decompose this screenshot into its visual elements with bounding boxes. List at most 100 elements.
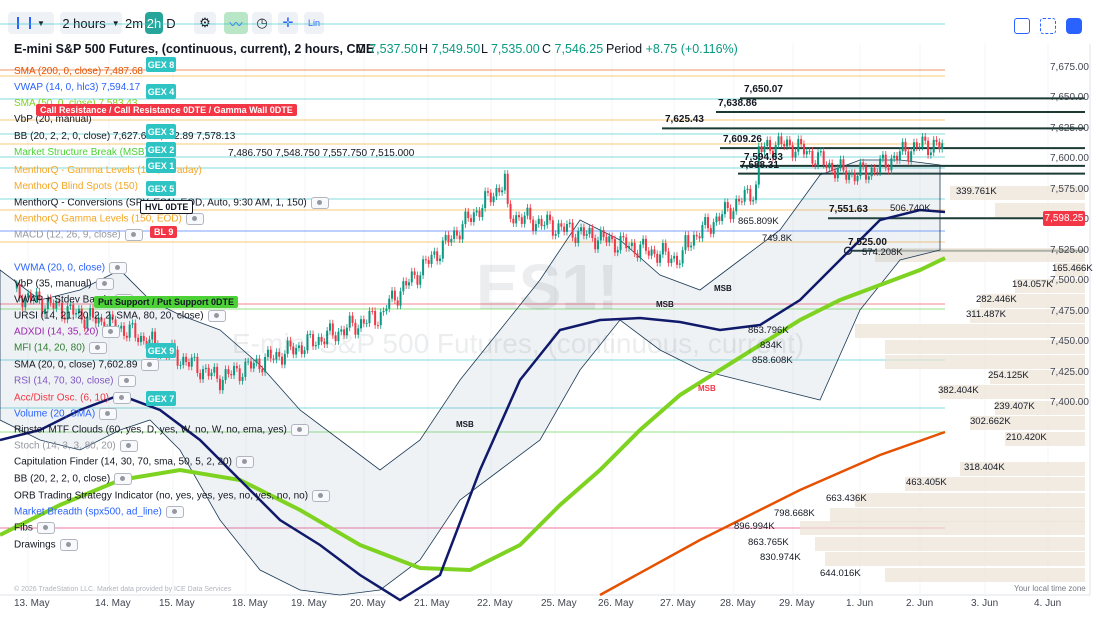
indicator-2[interactable]: SMA (50, 0, close) 7,583.43	[14, 98, 137, 110]
volume-profile-value: 863.765K	[748, 537, 789, 548]
candle-body	[481, 208, 484, 218]
candle-body	[850, 172, 853, 174]
symbol-watermark: ES1!	[476, 251, 619, 323]
msb-label: MSB	[456, 420, 474, 429]
candle-body	[224, 369, 227, 381]
candle-body	[503, 173, 506, 191]
indicator-9[interactable]: MenthorQ Gamma Levels (150, EOD)	[14, 213, 204, 226]
volume-profile-bar	[830, 508, 1085, 522]
calendar-icon[interactable]	[1014, 18, 1030, 34]
indicator-14[interactable]: URSI (14, 21, 20, 2, 2, SMA, 80, 20, clo…	[14, 310, 226, 323]
eye-icon[interactable]	[141, 359, 160, 371]
eye-icon[interactable]	[290, 424, 309, 436]
indicator-20[interactable]: Volume (20, SMA)	[14, 408, 118, 421]
indicator-26[interactable]: Market Breadth (spx500, ad_line)	[14, 506, 184, 519]
indicator-5[interactable]: Market Structure Break (MSB) D	[14, 147, 158, 159]
replay-button[interactable]: ◷	[252, 12, 272, 34]
eye-icon[interactable]	[310, 197, 329, 209]
interval-d-button[interactable]: D	[166, 15, 176, 31]
eye-icon[interactable]	[59, 539, 78, 551]
eye-icon[interactable]	[113, 392, 132, 404]
volume-profile-value: 644.016K	[820, 568, 861, 579]
interval-select[interactable]: 2 hours ▼	[60, 12, 122, 34]
candle-body	[142, 335, 145, 342]
candle-body	[568, 222, 571, 225]
indicator-1[interactable]: VWAP (14, 0, hlc3) 7,594.17	[14, 82, 140, 94]
indicator-27[interactable]: Fibs	[14, 522, 55, 535]
candle-body	[738, 198, 741, 202]
candle-body	[210, 372, 213, 377]
indicator-17[interactable]: SMA (20, 0, close) 7,602.89	[14, 359, 160, 372]
eye-icon[interactable]	[89, 342, 108, 354]
indicator-11[interactable]: VWMA (20, 0, close)	[14, 262, 128, 275]
ohlc-open: O 7,537.50	[356, 42, 418, 56]
fullscreen-icon[interactable]	[1040, 18, 1056, 34]
candle-body	[320, 337, 323, 342]
interval-2m-button[interactable]: 2m	[124, 15, 144, 31]
indicator-22[interactable]: Stoch (14, 3, 3, 80, 20)	[14, 440, 138, 453]
indicator-15[interactable]: ADXDI (14, 35, 20)	[14, 326, 121, 339]
candle-body	[38, 291, 41, 300]
eye-icon[interactable]	[185, 213, 204, 225]
gex-tag: GEX 7	[146, 391, 176, 406]
indicator-28[interactable]: Drawings	[14, 539, 78, 552]
eye-icon[interactable]	[102, 326, 121, 338]
candle-body	[402, 281, 405, 292]
indicator-25[interactable]: ORB Trading Strategy Indicator (no, yes,…	[14, 490, 331, 503]
candle-body	[207, 367, 210, 377]
indicator-0[interactable]: SMA (200, 0, close) 7,487.68	[14, 66, 143, 78]
eye-icon[interactable]	[117, 375, 136, 387]
candle-body	[611, 236, 614, 240]
indicator-6[interactable]: MenthorQ - Gamma Levels (150, intraday)	[14, 165, 202, 177]
indicator-label: SMA (20, 0, close) 7,602.89	[14, 359, 138, 371]
timezone-label[interactable]: Your local time zone	[1014, 584, 1086, 593]
candle-body	[18, 284, 21, 299]
settings-button[interactable]: ⚙	[194, 12, 216, 34]
volume-profile-bar	[885, 355, 1085, 369]
indicator-21[interactable]: Ripster MTF Clouds (60, yes, D, yes, W, …	[14, 424, 309, 437]
eye-icon[interactable]	[312, 490, 331, 502]
indicator-16[interactable]: MFI (14, 20, 80)	[14, 342, 108, 355]
lin-button[interactable]: Lin	[304, 12, 324, 34]
volume-profile-value: 254.125K	[988, 370, 1029, 381]
eye-icon[interactable]	[119, 440, 138, 452]
y-tick-label: 7,575.00	[1050, 183, 1089, 195]
indicator-23[interactable]: Capitulation Finder (14, 30, 70, sma, 50…	[14, 456, 254, 469]
indicator-19[interactable]: Acc/Distr Osc. (6, 10)	[14, 392, 132, 405]
indicators-button[interactable]: 〰	[224, 12, 248, 34]
x-tick-label: 14. May	[95, 598, 131, 609]
candle-body	[842, 159, 845, 171]
camera-icon[interactable]	[1066, 18, 1082, 34]
eye-icon[interactable]	[124, 229, 143, 241]
indicator-12[interactable]: VbP (35, manual)	[14, 278, 114, 291]
indicator-18[interactable]: RSI (14, 70, 30, close)	[14, 375, 136, 388]
eye-icon[interactable]	[36, 522, 55, 534]
candle-body	[278, 351, 281, 357]
candle-body	[470, 218, 473, 222]
indicator-4[interactable]: BB (20, 2, 2, 0, close) 7,627.65 7,602.8…	[14, 131, 235, 143]
eye-icon[interactable]	[114, 473, 133, 485]
crosshair-button[interactable]: ✛	[278, 12, 298, 34]
candle-body	[588, 227, 591, 234]
chart-type-button[interactable]: ▼	[8, 12, 54, 34]
candle-body	[436, 251, 439, 261]
eye-icon[interactable]	[95, 278, 114, 290]
candle-body	[808, 150, 811, 152]
indicator-3[interactable]: VbP (20, manual)	[14, 114, 92, 126]
eye-icon[interactable]	[165, 506, 184, 518]
eye-icon[interactable]	[207, 310, 226, 322]
candle-body	[526, 207, 529, 216]
candle-body	[743, 189, 746, 202]
indicator-24[interactable]: BB (20, 2, 2, 0, close)	[14, 473, 133, 486]
indicator-label: MFI (14, 20, 80)	[14, 342, 86, 354]
indicator-10[interactable]: MACD (12, 26, 9, close)	[14, 229, 143, 242]
candle-body	[726, 202, 729, 209]
eye-icon[interactable]	[99, 408, 118, 420]
interval-2h-button[interactable]: 2h	[145, 12, 163, 34]
indicator-7[interactable]: MenthorQ Blind Spots (150)	[14, 181, 138, 193]
eye-icon[interactable]	[235, 456, 254, 468]
eye-icon[interactable]	[109, 262, 128, 274]
candle-body	[890, 158, 893, 171]
candle-body	[241, 376, 244, 381]
